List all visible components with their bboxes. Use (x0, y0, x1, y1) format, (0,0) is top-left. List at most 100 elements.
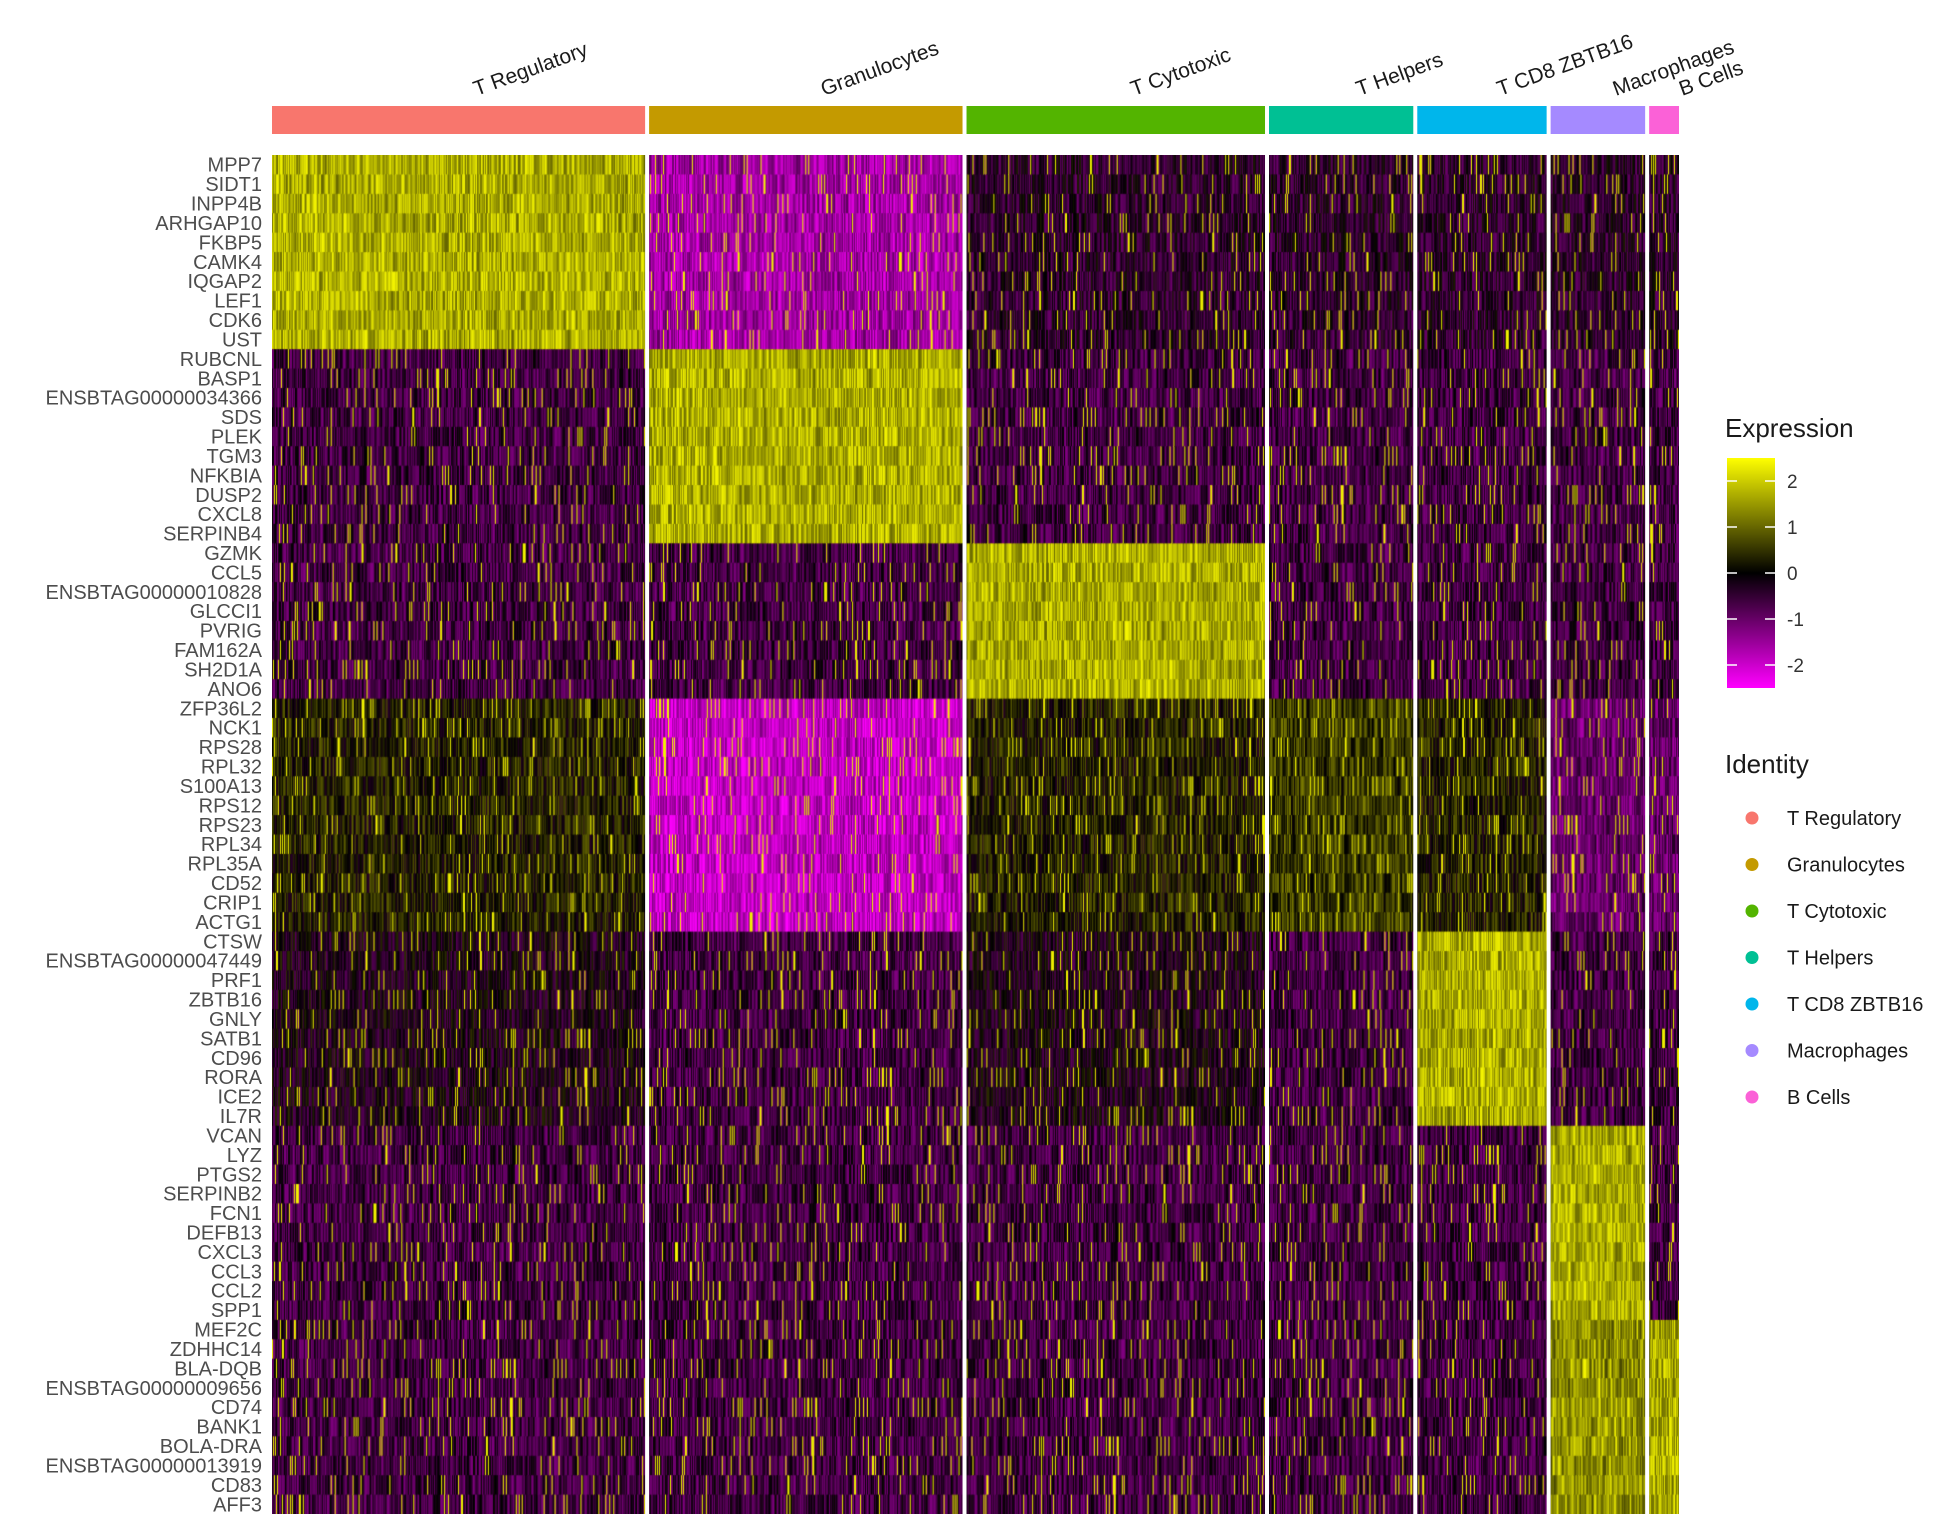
gene-label-ensbtag00000034366: ENSBTAG00000034366 (46, 388, 262, 410)
gene-label-ccl5: CCL5 (211, 562, 262, 584)
identity-label-t-regulatory: T Regulatory (1787, 808, 1901, 830)
expression-tick-label: -2 (1787, 656, 1804, 677)
gene-label-sidt1: SIDT1 (205, 174, 262, 196)
identity-label-macrophages: Macrophages (1787, 1041, 1908, 1063)
gene-label-fam162a: FAM162A (174, 640, 262, 662)
heatmap-cells (272, 155, 1679, 1514)
gene-label-bola-dra: BOLA-DRA (160, 1436, 263, 1458)
cluster-label-t-helpers: T Helpers (1353, 48, 1446, 101)
gene-label-gnly: GNLY (209, 1009, 262, 1031)
gene-label-cd83: CD83 (211, 1475, 262, 1497)
gene-label-actg1: ACTG1 (195, 912, 262, 934)
identity-label-t-helpers: T Helpers (1787, 948, 1873, 970)
expression-tick-label: -1 (1787, 610, 1804, 631)
gene-label-cd52: CD52 (211, 873, 262, 895)
gene-label-s100a13: S100A13 (180, 776, 262, 798)
gene-label-glcci1: GLCCI1 (190, 601, 262, 623)
gene-label-zfp36l2: ZFP36L2 (180, 698, 262, 720)
gene-label-pvrig: PVRIG (200, 621, 262, 643)
gene-label-rps28: RPS28 (199, 737, 262, 759)
identity-label-granulocytes: Granulocytes (1787, 855, 1905, 877)
gene-label-basp1: BASP1 (198, 368, 262, 390)
gene-label-rpl34: RPL34 (201, 834, 262, 856)
color-bar-t-cd8-zbtb16 (1417, 106, 1547, 134)
gene-label-lyz: LYZ (227, 1145, 262, 1167)
expression-tick-label: 2 (1787, 472, 1798, 493)
gene-label-nfkbia: NFKBIA (190, 465, 263, 487)
gene-label-nck1: NCK1 (209, 718, 262, 740)
identity-legend: Identity T Regulatory Granulocytes T Cytot… (1725, 749, 1923, 1109)
identity-key-granulocytes (1745, 858, 1759, 871)
gene-label-rpl35a: RPL35A (188, 854, 263, 876)
cluster-labels: T Regulatory Granulocytes T Cytotoxic T Hel… (470, 30, 1746, 101)
gene-label-ccl3: CCL3 (211, 1261, 262, 1283)
gene-label-prf1: PRF1 (211, 970, 262, 992)
identity-key-b-cells (1745, 1090, 1759, 1104)
gene-label-cd96: CD96 (211, 1048, 262, 1070)
color-bar-b-cells (1649, 106, 1679, 134)
gene-label-rora: RORA (204, 1067, 262, 1089)
gene-label-mef2c: MEF2C (194, 1320, 262, 1342)
gene-label-serpinb2: SERPINB2 (163, 1184, 262, 1206)
cluster-label-t-regulatory: T Regulatory (470, 38, 591, 101)
identity-key-t-cytotoxic (1745, 904, 1759, 918)
gene-label-tgm3: TGM3 (206, 446, 262, 468)
gene-label-ccl2: CCL2 (211, 1281, 262, 1303)
identity-key-t-regulatory (1745, 811, 1759, 825)
gene-label-arhgap10: ARHGAP10 (155, 213, 262, 235)
expression-tick-label: 1 (1787, 518, 1798, 539)
color-bar-t-cytotoxic (966, 106, 1266, 134)
identity-legend-title: Identity (1725, 749, 1809, 779)
gene-label-cd74: CD74 (211, 1397, 262, 1419)
identity-label-t-cytotoxic: T Cytotoxic (1787, 901, 1887, 923)
gene-label-plek: PLEK (211, 427, 263, 449)
gene-label-cdk6: CDK6 (209, 310, 262, 332)
identity-key-t-cd8-zbtb16 (1745, 997, 1759, 1011)
heatmap-body (272, 155, 1679, 1514)
cluster-separators (645, 149, 1650, 1514)
cluster-separator (645, 149, 650, 1514)
gene-label-cxcl3: CXCL3 (198, 1242, 262, 1264)
gene-label-zbtb16: ZBTB16 (189, 990, 262, 1012)
gene-label-sh2d1a: SH2D1A (184, 659, 262, 681)
cluster-separator (1265, 149, 1270, 1514)
gene-label-satb1: SATB1 (200, 1028, 262, 1050)
gene-label-rubcnl: RUBCNL (180, 349, 262, 371)
gene-label-ensbtag00000010828: ENSBTAG00000010828 (46, 582, 262, 604)
gene-label-ensbtag00000047449: ENSBTAG00000047449 (46, 951, 262, 973)
cluster-color-bars (272, 106, 1679, 134)
gene-labels: MPP7SIDT1INPP4BARHGAP10FKBP5CAMK4IQGAP2L… (46, 155, 263, 1517)
gene-label-ensbtag00000009656: ENSBTAG00000009656 (46, 1378, 262, 1400)
gene-label-bank1: BANK1 (196, 1417, 262, 1439)
expression-tick-label: 0 (1787, 564, 1798, 585)
cluster-label-t-cytotoxic: T Cytotoxic (1128, 43, 1234, 100)
gene-label-gzmk: GZMK (204, 543, 262, 565)
gene-label-il7r: IL7R (220, 1106, 262, 1128)
gene-label-aff3: AFF3 (213, 1494, 262, 1516)
identity-key-t-helpers (1745, 951, 1759, 964)
gene-label-defb13: DEFB13 (186, 1222, 262, 1244)
identity-label-t-cd8-zbtb16: T CD8 ZBTB16 (1787, 994, 1923, 1016)
gene-label-lef1: LEF1 (214, 291, 262, 313)
gene-label-inpp4b: INPP4B (191, 194, 262, 216)
cluster-separator (1645, 149, 1650, 1514)
gene-label-serpinb4: SERPINB4 (163, 524, 262, 546)
cluster-separator (962, 149, 967, 1514)
color-bar-t-regulatory (272, 106, 646, 134)
expression-legend: Expression 2 1 0 -1 -2 (1725, 413, 1854, 688)
gene-label-fcn1: FCN1 (210, 1203, 262, 1225)
gene-label-zdhhc14: ZDHHC14 (170, 1339, 262, 1361)
color-bar-t-helpers (1269, 106, 1414, 134)
gene-label-bla-dqb: BLA-DQB (174, 1358, 262, 1380)
cluster-label-granulocytes: Granulocytes (818, 37, 942, 101)
gene-label-dusp2: DUSP2 (195, 485, 262, 507)
identity-key-macrophages (1745, 1044, 1759, 1057)
color-bar-granulocytes (649, 106, 963, 134)
gene-label-ice2: ICE2 (218, 1087, 262, 1109)
cluster-separator (1546, 149, 1551, 1514)
expression-legend-title: Expression (1725, 413, 1854, 443)
gene-label-iqgap2: IQGAP2 (188, 271, 262, 293)
gene-label-ptgs2: PTGS2 (196, 1164, 262, 1186)
